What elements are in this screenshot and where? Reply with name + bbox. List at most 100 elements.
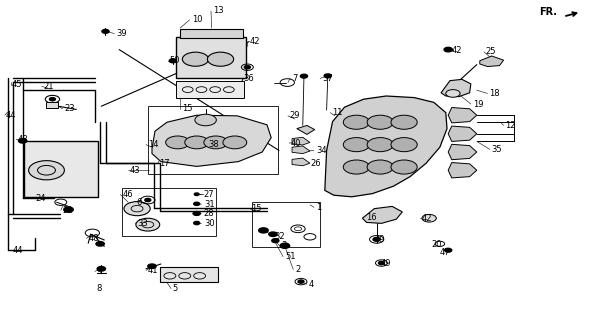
Circle shape [49, 98, 55, 101]
Bar [252, 202, 320, 247]
Polygon shape [448, 108, 477, 123]
Text: 15: 15 [182, 104, 193, 113]
Circle shape [422, 214, 436, 222]
Polygon shape [448, 163, 477, 178]
Circle shape [343, 160, 370, 174]
Circle shape [280, 243, 290, 248]
Bar [160, 267, 218, 282]
Text: 13: 13 [213, 6, 224, 15]
Circle shape [64, 207, 73, 212]
Polygon shape [480, 56, 504, 67]
Polygon shape [292, 137, 310, 145]
Text: 25: 25 [486, 47, 496, 56]
Circle shape [207, 52, 234, 66]
Text: 15: 15 [252, 204, 262, 213]
Circle shape [378, 261, 384, 265]
Text: 22: 22 [63, 206, 73, 215]
Text: 16: 16 [367, 213, 377, 222]
Circle shape [373, 237, 380, 241]
Text: 34: 34 [316, 146, 327, 155]
Text: 28: 28 [204, 209, 215, 218]
Text: 24: 24 [36, 194, 46, 203]
Polygon shape [362, 206, 402, 223]
Circle shape [391, 115, 417, 129]
Circle shape [185, 136, 209, 149]
Text: 9: 9 [97, 267, 102, 276]
Bar [24, 141, 98, 197]
Bar [148, 106, 278, 174]
Circle shape [204, 136, 228, 149]
Circle shape [145, 198, 151, 202]
Polygon shape [448, 144, 477, 160]
Bar [46, 102, 58, 108]
Circle shape [195, 114, 216, 126]
Text: 5: 5 [173, 284, 178, 293]
Text: 42: 42 [249, 37, 260, 46]
Circle shape [391, 138, 417, 152]
Text: 29: 29 [290, 111, 300, 120]
Circle shape [97, 267, 105, 271]
Text: 45: 45 [12, 80, 23, 89]
Text: 8: 8 [97, 284, 102, 293]
Text: 42: 42 [422, 214, 433, 223]
Text: 38: 38 [209, 140, 219, 149]
Text: 7: 7 [292, 74, 297, 83]
Text: 14: 14 [148, 140, 159, 149]
Text: 46: 46 [122, 190, 133, 199]
Circle shape [444, 47, 452, 52]
Text: 18: 18 [489, 89, 499, 98]
Text: 11: 11 [332, 108, 343, 117]
Text: FR.: FR. [539, 7, 557, 17]
Circle shape [367, 160, 393, 174]
Text: 43: 43 [130, 166, 141, 175]
Text: 2: 2 [295, 265, 300, 274]
Circle shape [298, 280, 304, 283]
Circle shape [124, 202, 150, 216]
Text: 49: 49 [374, 236, 385, 244]
Text: 19: 19 [473, 100, 483, 108]
Circle shape [136, 218, 160, 231]
Polygon shape [152, 115, 271, 166]
Circle shape [223, 136, 247, 149]
Circle shape [259, 228, 268, 233]
Text: 47: 47 [440, 248, 451, 257]
Text: 33: 33 [137, 219, 148, 228]
Text: 20: 20 [431, 240, 442, 249]
Circle shape [445, 248, 452, 252]
Bar [176, 81, 244, 98]
Circle shape [343, 115, 370, 129]
Circle shape [18, 139, 27, 143]
Text: 36: 36 [243, 74, 254, 83]
Text: 17: 17 [159, 159, 170, 168]
Text: 37: 37 [322, 74, 333, 83]
Circle shape [169, 59, 176, 63]
Circle shape [269, 232, 277, 236]
Bar [122, 188, 216, 236]
Circle shape [194, 221, 200, 225]
Bar [180, 29, 243, 38]
Bar [176, 37, 246, 78]
Polygon shape [448, 126, 477, 141]
Circle shape [148, 264, 156, 268]
Circle shape [300, 74, 308, 78]
Circle shape [102, 29, 109, 33]
Polygon shape [292, 146, 310, 154]
Text: 40: 40 [291, 139, 302, 148]
Text: 48: 48 [88, 234, 99, 243]
Text: 42: 42 [452, 46, 462, 55]
Circle shape [367, 115, 393, 129]
Text: 41: 41 [148, 266, 159, 275]
Circle shape [29, 161, 64, 180]
Text: 49: 49 [380, 259, 391, 268]
Circle shape [391, 160, 417, 174]
Text: 32: 32 [274, 232, 285, 241]
Text: 31: 31 [204, 200, 215, 209]
Text: 10: 10 [192, 15, 203, 24]
Text: 21: 21 [44, 82, 54, 91]
Text: 26: 26 [310, 159, 321, 168]
Circle shape [166, 136, 190, 149]
Circle shape [367, 138, 393, 152]
Text: 35: 35 [492, 145, 502, 154]
Text: 30: 30 [204, 219, 215, 228]
Text: 48: 48 [18, 135, 29, 144]
